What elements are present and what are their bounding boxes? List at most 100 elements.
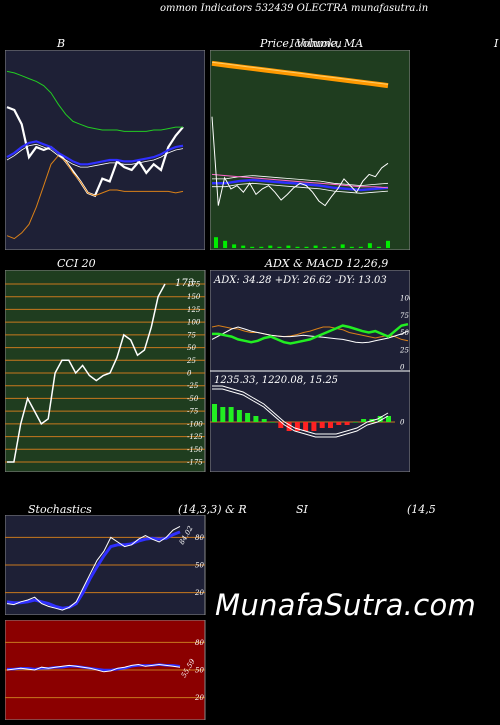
cci-tick-label: 75 — [187, 331, 196, 339]
cci-tick-label: 0 — [187, 370, 192, 378]
macd-histogram-bar — [352, 422, 358, 423]
volume-bar — [232, 244, 237, 248]
adx-tick-label: 75 — [400, 312, 409, 320]
macd-histogram-bar — [294, 422, 300, 431]
bb-series-2 — [6, 70, 183, 132]
rsi-params: (14,5 — [407, 503, 436, 516]
macd-histogram-bar — [270, 422, 275, 423]
cci-tick-label: 50 — [187, 344, 196, 352]
price-right-edge-title: I — [494, 37, 499, 50]
cci-tick-label: -25 — [187, 382, 199, 390]
macd-histogram-bar — [278, 422, 284, 428]
rsi-tick-label: 50 — [195, 667, 204, 675]
macd-histogram-bar — [328, 422, 333, 428]
stoch-tick-label: 20 — [194, 589, 204, 597]
macd-histogram-bar — [253, 416, 259, 422]
macd-histogram-bar — [303, 422, 309, 431]
volume-bar — [322, 246, 327, 248]
adx-minus-dy — [211, 325, 409, 342]
macd-line — [212, 385, 389, 435]
cci-panel: 175 150 125 100 75 50 25 0 -25 -50 -75 -100 -125 -150… — [5, 270, 210, 472]
watermark: MunafaSutra.com — [215, 588, 477, 622]
cci-tick-label: 100 — [187, 319, 201, 327]
cci-tick-label: 125 — [187, 306, 201, 314]
volume-bar — [295, 246, 300, 248]
volume-bar — [376, 246, 381, 248]
macd-histogram-bar — [319, 422, 325, 428]
bb-series-1-edge — [6, 143, 184, 168]
adx-readout: ADX: 34.28 +DY: 26.62 -DY: 13.03 — [213, 275, 387, 286]
adx-macd-panel: ADX: 34.28 +DY: 26.62 -DY: 13.0310075502… — [210, 270, 410, 472]
volume-bar — [259, 246, 264, 248]
stoch-tick-label: 50 — [195, 562, 204, 570]
macd-signal-line — [212, 388, 389, 438]
bb-panel — [5, 50, 205, 250]
stoch-panel: 80 50 20 84.02 — [5, 515, 210, 615]
volume-bar — [304, 246, 309, 248]
price-line — [211, 116, 389, 207]
rsi-title: SI — [296, 503, 308, 516]
macd-histogram-bar — [212, 404, 217, 422]
cci-tick-label: 25 — [186, 357, 196, 365]
macd-readout: 1235.33, 1220.08, 15.25 — [214, 375, 338, 386]
volume-bar — [331, 246, 336, 248]
rsi-line — [6, 663, 181, 673]
volume-bar — [268, 245, 273, 248]
adx-macd-title: ADX & MACD 12,26,9 — [265, 257, 389, 270]
volume-bar — [349, 246, 354, 248]
volume-bar — [358, 246, 363, 248]
price-panel — [210, 50, 410, 250]
cci-line — [7, 283, 166, 463]
bb-title: B — [57, 37, 66, 50]
macd-histogram-bar — [220, 407, 226, 422]
stoch-tick-label: 80 — [195, 534, 204, 542]
volume-bar — [214, 237, 218, 248]
cci-tick-label: -150 — [187, 446, 203, 454]
volume-bar — [340, 244, 345, 248]
volume-bar — [223, 240, 228, 248]
price-chart — [210, 50, 410, 250]
adx-tick-label: 0 — [400, 364, 405, 372]
ichimoku-band-edge — [211, 61, 389, 85]
cci-tick-label: 175 — [187, 281, 201, 289]
cci-tick-label: -75 — [187, 408, 199, 416]
cci-tick-label: -125 — [187, 433, 203, 441]
cci-value-label: 173 — [175, 278, 194, 289]
price-title: Price, Volume, MA — [260, 37, 364, 50]
macd-histogram-bar — [336, 422, 342, 425]
volume-bar — [286, 245, 291, 248]
adx-line — [211, 326, 409, 344]
volume-bar — [250, 246, 255, 248]
adx-tick-label: 100 — [400, 295, 410, 303]
cci-tick-label: -50 — [187, 395, 199, 403]
macd-histogram-bar — [377, 416, 383, 422]
macd-histogram-bar — [311, 422, 317, 431]
bb-series-3 — [6, 155, 184, 240]
macd-histogram-bar — [236, 410, 242, 422]
adx-plus-dy — [212, 322, 409, 345]
adx-macd-chart: ADX: 34.28 +DY: 26.62 -DY: 13.0310075502… — [210, 270, 410, 472]
rsi-tick-label: 20 — [194, 694, 204, 702]
macd-tick-label: 0 — [400, 419, 405, 427]
macd-histogram-bar — [245, 413, 251, 422]
macd-histogram-bar — [228, 407, 234, 422]
price-ma-pink — [211, 173, 389, 189]
cci-chart: 175 150 125 100 75 50 25 0 -25 -50 -75 -100 -125 -150… — [5, 270, 206, 472]
macd-histogram-bar — [386, 416, 391, 422]
macd-histogram-bar — [261, 419, 267, 422]
bb-series-1 — [6, 140, 184, 166]
cci-tick-label: -175 — [187, 459, 203, 467]
cci-tick-label: 150 — [187, 293, 201, 301]
macd-histogram-bar — [286, 422, 292, 431]
volume-bar — [241, 245, 246, 248]
volume-bar — [277, 246, 282, 248]
ichimoku-title: Ichimoku — [290, 37, 342, 50]
volume-bar — [313, 245, 318, 248]
macd-histogram-bar — [344, 422, 350, 425]
price-ma-white-1 — [212, 182, 389, 194]
ichimoku-band — [211, 60, 389, 89]
volume-bar — [367, 243, 372, 248]
stoch-k-line — [6, 525, 181, 611]
